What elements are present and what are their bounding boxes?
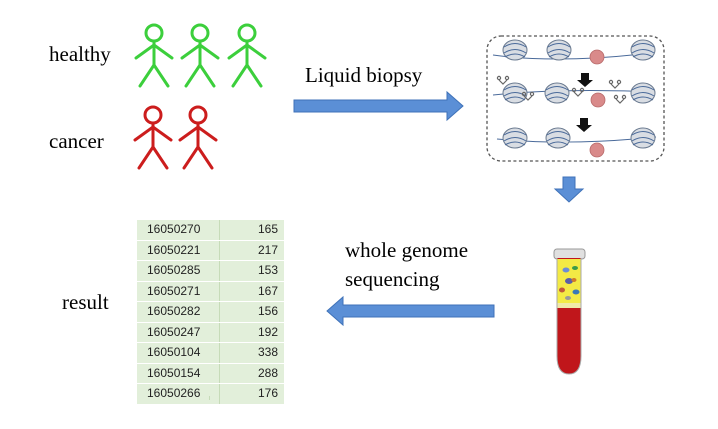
table-cell-value: 156 xyxy=(257,304,278,318)
healthy-person-icon xyxy=(227,23,267,88)
cut-site-icon xyxy=(571,87,585,97)
table-cell-id: 16050221 xyxy=(137,240,220,260)
table-cell-value: 165 xyxy=(257,222,278,236)
cancer-person-icon xyxy=(178,105,218,170)
down-arrow xyxy=(553,176,585,203)
nucleosome-icon xyxy=(545,127,571,149)
nucleosome-icon xyxy=(502,127,528,149)
table-cell-value: 217 xyxy=(257,242,278,257)
table-row: 16050104 338 xyxy=(137,343,284,364)
result-label: result xyxy=(62,290,109,314)
nucleosome-icon xyxy=(630,39,656,61)
table-cell-id: 16050104 xyxy=(137,343,220,363)
healthy-person-icon xyxy=(180,23,220,88)
cut-site-icon xyxy=(613,94,627,104)
table-cell-value: 176 xyxy=(257,386,278,400)
cfdna-panel xyxy=(486,35,665,162)
liquid-biopsy-label: Liquid biopsy xyxy=(305,63,423,87)
nucleosome-icon xyxy=(630,82,656,104)
table-row: 16050270 165 xyxy=(137,220,284,241)
table-row: 16050154 288 xyxy=(137,363,284,384)
healthy-person-icon xyxy=(134,23,174,88)
table-cell-value: 192 xyxy=(257,324,278,339)
cut-site-icon xyxy=(521,91,535,101)
liquid-biopsy-arrow xyxy=(293,90,464,122)
table-cell-value: 153 xyxy=(257,263,278,277)
wgs-label-line2: sequencing xyxy=(345,267,440,291)
cut-site-icon xyxy=(608,79,622,89)
table-cell-id: 16050271 xyxy=(137,281,220,301)
nucleosome-icon xyxy=(546,39,572,61)
healthy-label: healthy xyxy=(49,42,111,66)
cell-icon xyxy=(589,142,605,158)
blood-tube xyxy=(553,248,586,375)
table-row: 16050282 156 xyxy=(137,302,284,323)
cut-arrows xyxy=(576,73,593,132)
cancer-label: cancer xyxy=(49,129,104,153)
wgs-label-line1: whole genome xyxy=(345,238,469,262)
tube-particles xyxy=(559,266,580,300)
table-row: 16050285 153 xyxy=(137,261,284,282)
table-cell-value: 167 xyxy=(257,283,278,298)
table-row: 16050221 217 xyxy=(137,240,284,261)
table-cell-id: 16050266 xyxy=(137,384,220,404)
nucleosomes xyxy=(496,39,656,158)
nucleosome-icon xyxy=(502,39,528,61)
table-cell-id: 16050285 xyxy=(137,261,220,281)
nucleosome-icon xyxy=(502,82,528,104)
result-table: 16050270 165 16050221 217 16050285 153 1605027… xyxy=(137,220,284,405)
table-cell-id: 16050247 xyxy=(137,322,220,342)
cell-icon xyxy=(589,49,605,65)
table-gridline-tail xyxy=(209,396,210,400)
sequencing-arrow xyxy=(326,295,495,327)
table-cell-id: 16050282 xyxy=(137,302,220,322)
table-row: 16050247 192 xyxy=(137,322,284,343)
table-cell-id: 16050154 xyxy=(137,363,220,383)
table-row: 16050266 176 xyxy=(137,384,284,405)
nucleosome-icon xyxy=(544,82,570,104)
stick-figures xyxy=(133,23,267,170)
cancer-person-icon xyxy=(133,105,173,170)
table-cell-value: 288 xyxy=(257,365,278,380)
table-cell-value: 338 xyxy=(257,345,278,359)
cut-site-icon xyxy=(496,75,510,85)
nucleosome-icon xyxy=(630,127,656,149)
cell-icon xyxy=(590,92,606,108)
table-row: 16050271 167 xyxy=(137,281,284,302)
table-cell-id: 16050270 xyxy=(137,220,220,240)
